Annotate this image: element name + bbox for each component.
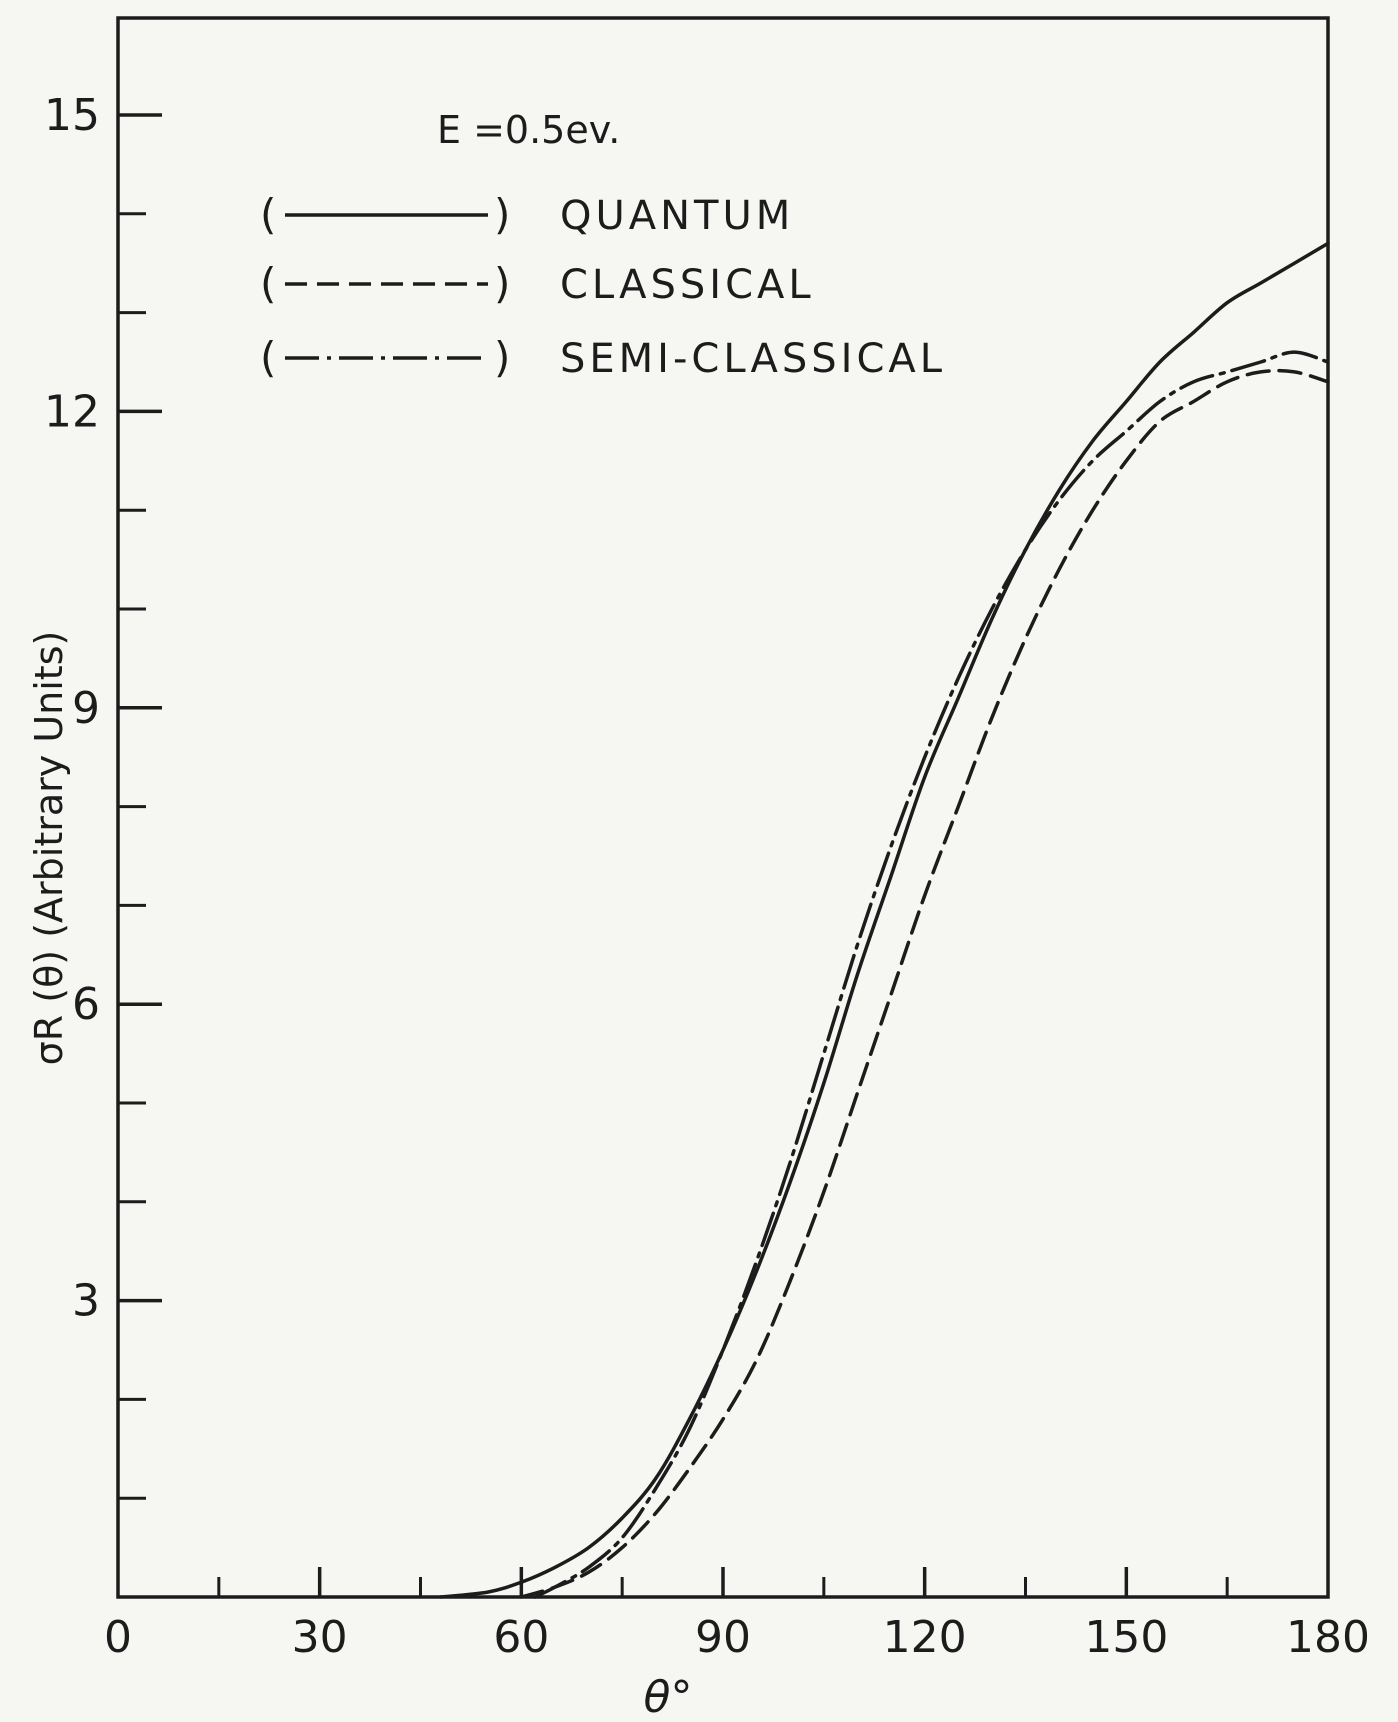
legend-open-paren: ( <box>260 259 276 308</box>
legend-open-paren: ( <box>260 190 276 239</box>
series-line-classical <box>519 368 1330 1599</box>
x-tick-label: 120 <box>883 1612 967 1663</box>
legend-label-classical: CLASSICAL <box>560 262 815 308</box>
series-line-semiclassical <box>533 350 1330 1599</box>
x-tick-label: 150 <box>1084 1612 1168 1663</box>
energy-annotation: E =0.5ev. <box>437 108 620 152</box>
legend-close-paren: ) <box>494 259 510 308</box>
legend-close-paren: ) <box>494 190 510 239</box>
chart-ticks: 0 30 60 90 120 150 180 3 6 9 12 15 <box>44 90 1370 1663</box>
x-tick-label: 0 <box>104 1612 132 1663</box>
series-line-quantum <box>438 241 1330 1599</box>
y-tick-label: 9 <box>72 683 100 734</box>
legend-close-paren: ) <box>494 333 510 382</box>
x-tick-label: 30 <box>292 1612 348 1663</box>
chart-series <box>438 241 1330 1599</box>
legend-label-quantum: QUANTUM <box>560 193 794 239</box>
x-tick-label: 180 <box>1286 1612 1370 1663</box>
legend-open-paren: ( <box>260 333 276 382</box>
y-axis-label: σR (θ) (Arbitrary Units) <box>27 631 71 1066</box>
y-tick-label: 6 <box>72 979 100 1030</box>
y-tick-label: 12 <box>44 386 100 437</box>
legend: () QUANTUM () CLASSICAL () SEMI-CLASSICAL <box>260 190 946 382</box>
plot-frame <box>116 16 1330 1599</box>
legend-label-semiclassical: SEMI-CLASSICAL <box>560 336 946 382</box>
chart-axes <box>116 16 1330 1599</box>
x-tick-label: 90 <box>695 1612 751 1663</box>
x-axis-label: θ° <box>644 1672 693 1722</box>
x-tick-label: 60 <box>493 1612 549 1663</box>
y-tick-label: 15 <box>44 90 100 141</box>
y-tick-label: 3 <box>72 1276 100 1327</box>
